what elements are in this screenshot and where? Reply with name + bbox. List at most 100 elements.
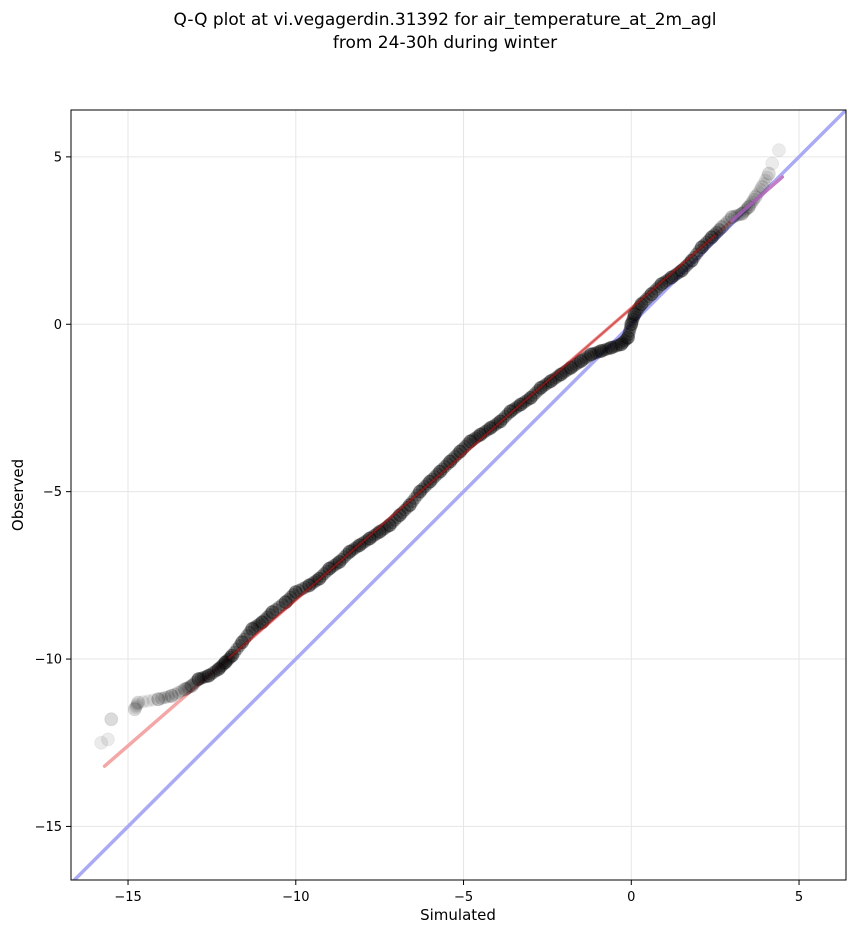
data-point-63 [714,220,729,235]
data-point-interp-11-3 [217,657,231,671]
data-point-7 [178,682,193,697]
data-point-interp-10-3 [209,664,223,678]
data-point-interp-68-1 [757,177,771,191]
data-point-interp-50-1 [607,340,621,354]
data-point-interp-57-1 [657,275,671,289]
data-point-2 [104,712,119,727]
data-point-49 [594,344,609,359]
data-point-interp-4-2 [141,694,155,708]
data-point-interp-16-2 [260,610,274,624]
data-point-interp-55-2 [639,292,653,306]
data-point-40 [503,404,518,419]
data-point-52 [620,330,635,345]
data-point-44 [543,374,558,389]
data-point-interp-25-3 [360,533,374,547]
data-point-67 [748,190,763,205]
fit-line-dense-segment [228,234,716,660]
data-point-interp-15-2 [250,619,264,633]
data-point-interp-56-3 [652,280,666,294]
data-point-interp-8-2 [188,675,202,689]
data-point-interp-29-3 [400,501,414,515]
data-point-22 [322,561,337,576]
data-point-interp-48-2 [589,346,603,360]
y-tick-label-0: −15 [35,820,62,835]
data-point-interp-47-1 [576,352,590,366]
data-point-interp-51-1 [616,336,630,350]
data-point-interp-8-1 [186,677,200,691]
data-point-interp-11-1 [213,660,227,674]
data-point-interp-32-2 [428,470,442,484]
data-point-interp-55-1 [637,295,651,309]
data-point-51 [614,337,629,352]
data-point-interp-57-2 [660,274,674,288]
y-tick-label-2: −5 [43,485,62,500]
data-point-interp-48-3 [592,345,606,359]
data-point-interp-63-1 [717,218,731,232]
data-point-interp-14-3 [243,625,257,639]
data-point-interp-20-1 [305,577,319,591]
data-point-interp-53-2 [626,312,640,326]
x-tick-label-2: −5 [454,890,473,905]
data-point-interp-8-3 [190,674,204,688]
data-point-34 [443,454,458,469]
data-point-interp-5-1 [155,691,169,705]
x-axis-label: Simulated [420,906,496,924]
data-point-interp-15-1 [248,620,262,634]
data-point-42 [523,390,538,405]
chart-title-line-2: from 24-30h during winter [333,33,557,53]
data-point-57 [654,277,669,292]
data-point-54 [627,307,642,322]
data-point-interp-50-3 [612,338,626,352]
data-point-interp-19-3 [299,580,313,594]
data-point-11 [211,662,226,677]
data-point-interp-42-1 [526,388,540,402]
data-point-interp-47-2 [579,351,593,365]
data-point-interp-49-2 [599,342,613,356]
data-point-interp-43-3 [541,376,555,390]
data-point-interp-52-3 [623,321,637,335]
data-point-interp-49-3 [602,342,616,356]
x-tick-label-3: 0 [627,890,635,905]
data-point-interp-3-2 [129,699,143,713]
data-point-interp-51-3 [619,332,633,346]
data-point-interp-52-2 [623,324,637,338]
data-point-interp-63-3 [722,213,736,227]
data-point-interp-33-3 [441,457,455,471]
data-point-interp-9-1 [194,671,208,685]
data-point-interp-32-3 [431,467,445,481]
data-point-17 [265,605,280,620]
data-point-48 [584,347,599,362]
data-point-interp-43-2 [539,378,553,392]
x-tick-label-1: −10 [282,890,309,905]
data-point-0 [94,735,109,750]
data-point-interp-10-1 [204,667,218,681]
data-point-interp-53-1 [625,315,639,329]
data-point-interp-13-3 [233,639,247,653]
data-point-interp-18-3 [286,588,300,602]
x-tick-label-4: 5 [795,890,803,905]
data-point-interp-46-3 [571,356,585,370]
data-point-interp-30-2 [408,491,422,505]
data-point-69 [761,166,776,181]
data-point-interp-37-2 [478,424,492,438]
data-point-14 [235,635,250,650]
data-point-interp-68-2 [758,173,772,187]
data-point-47 [573,354,588,369]
chart-title-line-1: Q-Q plot at vi.vegagerdin.31392 for air_… [173,10,716,30]
data-point-interp-58-1 [667,269,681,283]
data-point-interp-32-1 [425,472,439,486]
data-point-interp-33-2 [438,460,452,474]
x-axis: −15 −10 −5 0 5 [114,880,803,905]
data-point-interp-5-2 [158,691,172,705]
data-point-interp-25-2 [358,535,372,549]
x-tick-label-0: −15 [114,890,141,905]
data-point-interp-44-3 [551,369,565,383]
plot-frame [70,109,847,881]
data-point-interp-4-3 [146,693,160,707]
data-point-20 [302,578,317,593]
data-point-interp-49-1 [597,343,611,357]
data-point-interp-9-2 [197,670,211,684]
data-point-interp-34-1 [446,452,460,466]
y-tick-label-3: 0 [54,318,62,333]
